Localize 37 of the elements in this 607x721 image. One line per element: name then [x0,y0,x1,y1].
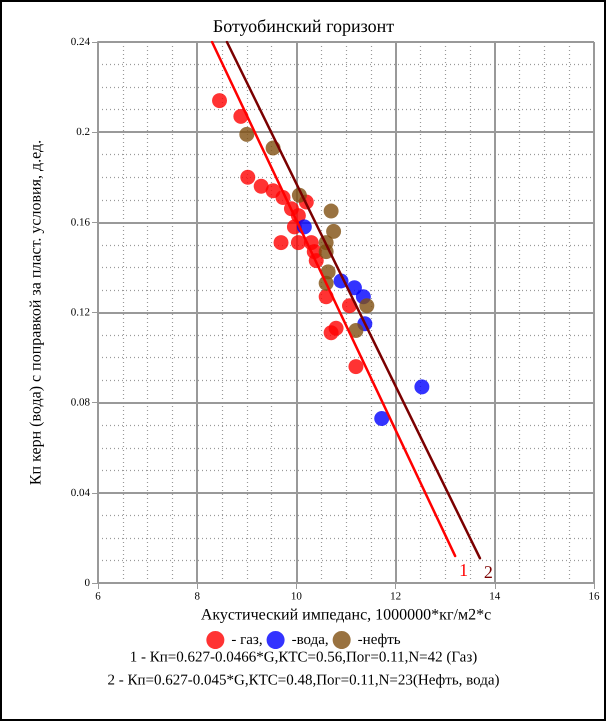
point [324,204,339,219]
legend-label: -вода, [292,632,329,648]
x-tick-label: 12 [390,590,402,602]
point [326,224,342,239]
text: 2 - Кп=0.627-0.045*G,КТС=0.48,Пог=0.11,N=23(Нефть, вода) [108,672,500,688]
y-tick-label: 0.24 [70,36,90,48]
point [414,379,430,394]
legend-label: -нефть [358,632,401,648]
legend-label: - газ, [231,632,263,648]
y-tick-label: 0.12 [70,306,90,318]
y-tick-label: 0.08 [70,396,90,409]
series-label: 2 [484,562,493,582]
point [239,126,254,142]
point [274,235,289,250]
x-axis-title: Акустический импеданс, 1000000*кг/м2*с [200,606,492,624]
y-tick-label: 0.2 [76,126,90,138]
x-tick-label: 16 [588,590,600,602]
text: 1 - Кп=0.627-0.0466*G,КТС=0.56,Пог=0.11,N=42 (Газ) [130,650,478,666]
y-axis-title: Кп керн (вода) с поправкой за пласт. условия, д.ед. [28,140,44,486]
point [374,410,390,426]
point [348,323,364,338]
y-tick-label: 0.16 [70,216,90,228]
point [254,178,269,194]
x-tick-label: 10 [290,590,302,602]
point [290,235,306,250]
point [212,93,228,108]
series-label: 1 [459,560,468,580]
x-tick-label: 8 [194,590,200,602]
chart-title: Ботуобинский горизонт [212,16,394,36]
y-tick-label: 0 [84,577,90,589]
point [324,325,339,340]
y-tick-label: 0.04 [70,486,90,499]
point [348,359,364,374]
x-tick-label: 14 [489,590,501,602]
x-tick-label: 6 [95,590,102,602]
point [359,298,374,314]
point [240,170,256,185]
